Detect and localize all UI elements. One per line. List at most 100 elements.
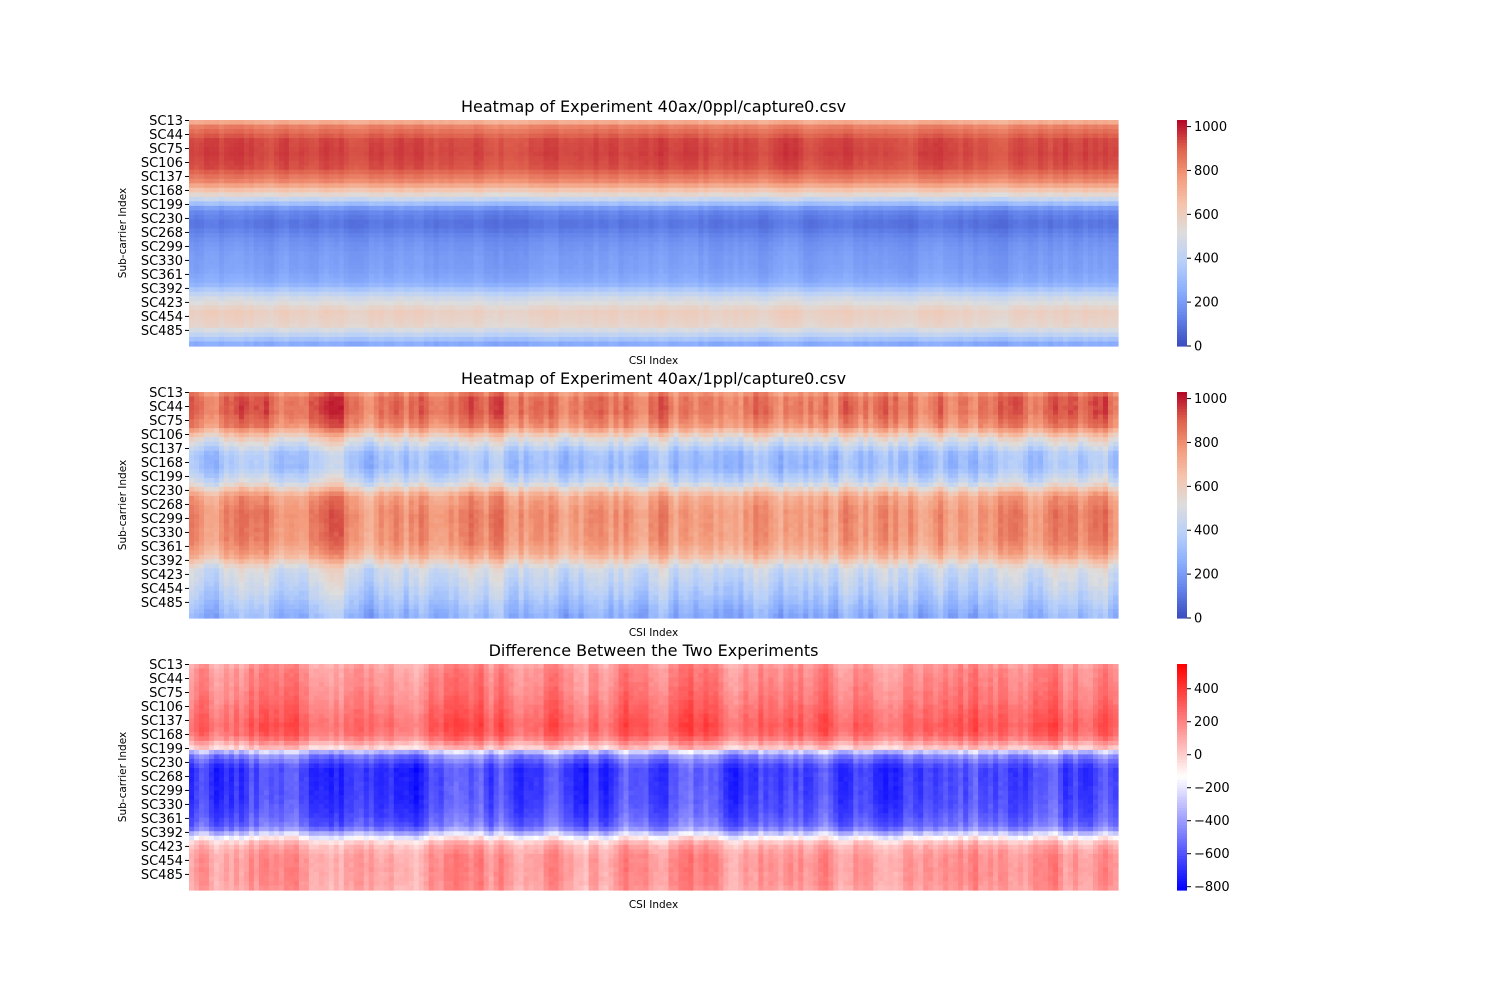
heatmap-cell — [458, 187, 465, 193]
heatmap-cell — [343, 323, 350, 329]
heatmap-cell — [283, 287, 290, 293]
heatmap-cell — [453, 174, 460, 180]
heatmap-cell — [553, 210, 560, 216]
heatmap-cell — [193, 246, 200, 252]
heatmap-cell — [508, 278, 515, 284]
heatmap-cell — [578, 178, 585, 184]
heatmap-cell — [553, 332, 560, 338]
heatmap-cell — [458, 278, 465, 284]
heatmap-cell — [198, 214, 205, 221]
heatmap-cell — [658, 151, 665, 157]
heatmap-cell — [193, 282, 200, 288]
heatmap-cell — [243, 246, 250, 252]
heatmap-cell — [333, 278, 340, 284]
heatmap-cell — [208, 251, 215, 257]
heatmap-cell — [263, 278, 270, 284]
heatmap-cell — [573, 251, 580, 257]
heatmap-cell — [368, 138, 375, 144]
heatmap-cell — [288, 264, 295, 270]
heatmap-cell — [273, 174, 280, 180]
heatmap-cell — [463, 156, 470, 162]
heatmap-cell — [189, 300, 195, 306]
heatmap-cell — [223, 183, 230, 189]
heatmap-cell — [473, 242, 480, 248]
heatmap-cell — [618, 291, 625, 297]
heatmap-cell — [198, 201, 205, 207]
heatmap-cell — [368, 251, 375, 257]
heatmap-cell — [643, 305, 650, 311]
heatmap-cell — [478, 138, 485, 144]
heatmap-cell — [333, 210, 340, 216]
heatmap-cell — [518, 210, 525, 216]
heatmap-cell — [503, 264, 510, 270]
heatmap-cell — [278, 242, 285, 248]
heatmap-cell — [613, 246, 620, 252]
heatmap-cell — [523, 156, 530, 162]
heatmap-cell — [618, 205, 625, 211]
heatmap-cell — [673, 160, 680, 166]
heatmap-cell — [478, 273, 485, 279]
heatmap-cell — [623, 228, 630, 234]
heatmap-cell — [518, 242, 525, 248]
heatmap-cell — [378, 147, 385, 153]
heatmap-cell — [353, 246, 360, 252]
heatmap-cell — [273, 246, 280, 252]
heatmap-cell — [658, 287, 665, 293]
heatmap-cell — [363, 264, 370, 270]
heatmap-cell — [643, 341, 650, 347]
heatmap-cell — [288, 219, 295, 225]
heatmap-cell — [328, 314, 335, 320]
heatmap-cell — [513, 228, 520, 234]
heatmap-cell — [643, 169, 650, 175]
heatmap-cell — [278, 314, 285, 320]
heatmap-cell — [458, 269, 465, 275]
heatmap-cell — [328, 124, 335, 130]
heatmap-cell — [583, 228, 590, 234]
heatmap-cell — [198, 278, 205, 284]
heatmap-cell — [508, 183, 515, 189]
heatmap-cell — [438, 323, 445, 329]
heatmap-cell — [518, 305, 525, 311]
heatmap-cell — [483, 192, 490, 198]
heatmap-cell — [388, 296, 395, 302]
heatmap-cell — [603, 237, 610, 243]
heatmap-cell — [348, 332, 355, 338]
heatmap-cell — [518, 151, 525, 157]
heatmap-cell — [598, 165, 605, 171]
heatmap-cell — [208, 160, 215, 166]
heatmap-cell — [308, 160, 315, 166]
heatmap-cell — [263, 242, 270, 248]
heatmap-cell — [423, 174, 430, 180]
heatmap-cell — [663, 318, 670, 324]
heatmap-cell — [463, 142, 470, 148]
heatmap-cell — [353, 142, 360, 148]
heatmap-cell — [418, 178, 425, 184]
heatmap-cell — [368, 341, 375, 347]
heatmap-cell — [523, 160, 530, 166]
heatmap-cell — [263, 309, 270, 315]
heatmap-cell — [233, 282, 240, 288]
heatmap-cell — [189, 219, 195, 225]
heatmap-cell — [243, 341, 250, 347]
heatmap-cell — [198, 196, 205, 202]
heatmap-cell — [533, 291, 540, 297]
heatmap-cell — [493, 323, 500, 329]
heatmap-cell — [363, 237, 370, 243]
heatmap-cell — [358, 228, 365, 234]
heatmap-cell — [338, 160, 345, 166]
heatmap-cell — [548, 187, 555, 193]
heatmap-cell — [513, 129, 520, 135]
heatmap-cell — [383, 151, 390, 157]
heatmap-cell — [253, 187, 260, 193]
heatmap-cell — [613, 278, 620, 284]
heatmap-cell — [613, 242, 620, 248]
heatmap-cell — [598, 336, 605, 343]
heatmap-cell — [568, 214, 575, 221]
heatmap-cell — [553, 282, 560, 288]
heatmap-cell — [463, 233, 470, 239]
heatmap-cell — [553, 165, 560, 171]
heatmap-cell — [378, 178, 385, 184]
heatmap-cell — [623, 192, 630, 198]
heatmap-cell — [523, 273, 530, 279]
heatmap-cell — [338, 192, 345, 198]
